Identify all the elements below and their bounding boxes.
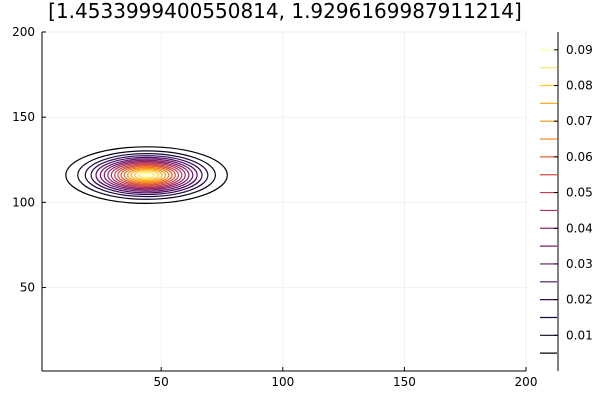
x-tick-label: 50 xyxy=(154,375,169,389)
contour-line xyxy=(114,163,180,187)
y-tick-label: 200 xyxy=(12,25,35,39)
x-tick-label: 100 xyxy=(271,375,294,389)
colorbar-tick-label: 0.06 xyxy=(566,150,593,164)
contour-lines xyxy=(65,146,228,204)
contour-line xyxy=(90,155,203,196)
contour-line xyxy=(138,171,155,179)
chart-title: [1.4533999400550814, 1.9296169987911214] xyxy=(48,0,522,23)
contour-line xyxy=(117,164,176,186)
x-tick-label: 200 xyxy=(515,375,538,389)
contour-line xyxy=(103,159,190,191)
colorbar: 0.01 0.02 0.03 0.04 0.05 0.06 0.07 0.08 0.09 xyxy=(540,32,593,371)
contour-line xyxy=(142,173,152,178)
contour-line xyxy=(134,170,160,180)
y-tick-label: 50 xyxy=(20,281,35,295)
contour-line xyxy=(99,158,194,192)
contour-line xyxy=(84,153,209,198)
contour-line xyxy=(95,156,198,194)
colorbar-tick-label: 0.04 xyxy=(566,221,593,235)
contour-line xyxy=(120,165,173,185)
colorbar-tick-label: 0.09 xyxy=(566,43,593,57)
contour-line xyxy=(77,150,217,200)
contour-line xyxy=(130,169,163,182)
colorbar-tick-label: 0.08 xyxy=(566,79,593,93)
contour-line xyxy=(127,167,167,183)
y-tick-label: 100 xyxy=(12,195,35,209)
colorbar-tick-label: 0.02 xyxy=(566,293,593,307)
colorbar-tick-label: 0.05 xyxy=(566,186,593,200)
contour-line xyxy=(65,146,228,204)
y-tick-label: 150 xyxy=(12,110,35,124)
axes: 50 100 150 200 50 100 150 200 xyxy=(12,25,537,389)
x-tick-label: 150 xyxy=(393,375,416,389)
contour-line xyxy=(107,160,186,190)
contour-line xyxy=(110,162,183,189)
colorbar-tick-label: 0.03 xyxy=(566,257,593,271)
colorbar-tick-label: 0.07 xyxy=(566,114,593,128)
colorbar-tick-label: 0.01 xyxy=(566,328,593,342)
contour-line xyxy=(123,166,170,184)
